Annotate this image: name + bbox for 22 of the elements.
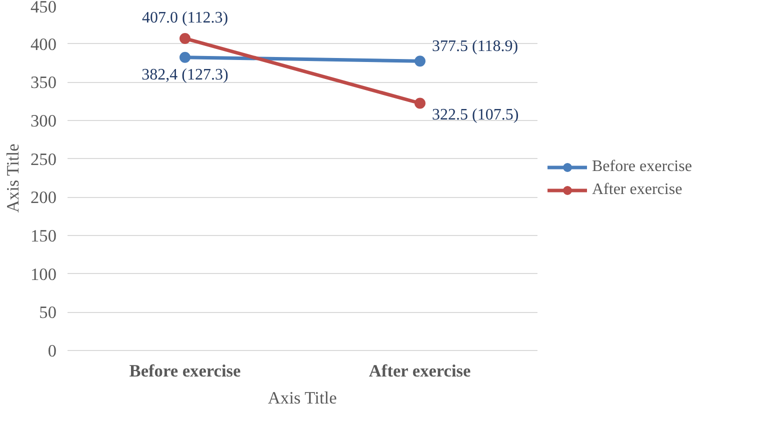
y-tick-label: 150 bbox=[30, 226, 57, 246]
y-tick-label: 400 bbox=[30, 34, 57, 54]
y-tick-label: 350 bbox=[30, 73, 57, 92]
point bbox=[180, 52, 190, 63]
data-label: 322.5 (107.5) bbox=[432, 106, 519, 124]
y-tick-label: 200 bbox=[30, 188, 57, 208]
data-label: 407.0 (112.3) bbox=[142, 9, 228, 26]
y-tick-label: 0 bbox=[48, 342, 57, 360]
legend-label: Before exercise bbox=[592, 158, 692, 176]
point bbox=[414, 98, 426, 109]
data-label: 377.5 (118.9) bbox=[432, 38, 518, 56]
point bbox=[414, 56, 426, 67]
y-tick-label: 100 bbox=[30, 264, 57, 284]
y-axis-title: Axis Title bbox=[4, 143, 23, 213]
y-tick-label: 250 bbox=[30, 150, 57, 169]
x-axis-title: Axis Title bbox=[268, 388, 338, 408]
y-tick-label: 450 bbox=[30, 0, 57, 16]
y-tick-label: 300 bbox=[30, 112, 57, 130]
point bbox=[180, 32, 190, 44]
y-tick-label: 50 bbox=[39, 303, 56, 322]
data-label: 382,4 (127.3) bbox=[142, 66, 228, 84]
legend-label: After exercise bbox=[592, 181, 682, 199]
